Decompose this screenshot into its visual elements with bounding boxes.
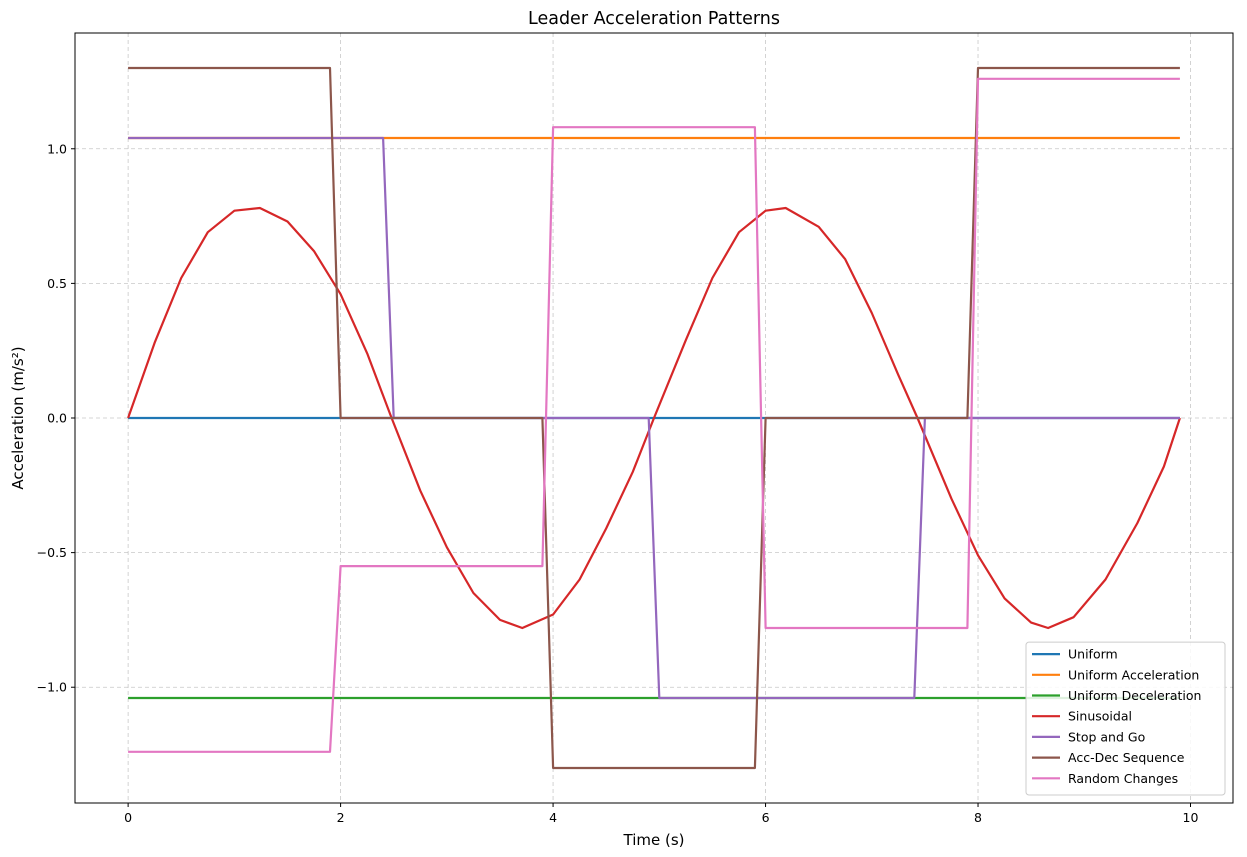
y-tick-label: −1.0	[37, 680, 67, 695]
legend-label: Random Changes	[1068, 771, 1178, 786]
series-line-6	[128, 77, 1180, 753]
legend-label: Uniform Acceleration	[1068, 667, 1199, 682]
y-tick-label: 0.0	[47, 411, 67, 426]
legend-box	[1025, 641, 1226, 796]
x-tick-label: 6	[762, 810, 770, 825]
y-tick-label: −0.5	[37, 545, 67, 560]
legend-label: Sinusoidal	[1068, 709, 1132, 724]
x-tick-label: 4	[549, 810, 557, 825]
chart-title: Leader Acceleration Patterns	[528, 9, 780, 29]
series-line-5	[128, 66, 1180, 770]
legend-label: Uniform	[1068, 647, 1118, 662]
legend-label: Stop and Go	[1068, 729, 1145, 744]
x-tick-label: 8	[974, 810, 982, 825]
x-tick-label: 2	[337, 810, 345, 825]
y-tick-label: 1.0	[47, 141, 67, 156]
legend-label: Acc-Dec Sequence	[1068, 750, 1185, 765]
legend: Uniform Uniform Acceleration Uniform Decel…	[1025, 641, 1226, 796]
series-lines	[127, 66, 1181, 770]
x-tick-label: 0	[124, 810, 132, 825]
y-tick-label: 0.5	[47, 276, 67, 291]
legend-label: Uniform Deceleration	[1068, 688, 1201, 703]
series-line-4	[128, 136, 1180, 700]
y-axis-title: Acceleration (m/s²)	[9, 346, 27, 489]
x-axis-title: Time (s)	[623, 831, 685, 849]
series-line-3	[127, 206, 1181, 630]
x-tick-label: 10	[1183, 810, 1199, 825]
axis-ticks: 0 2 4 6 8 10 −1.0 −0.5 0.0 0.5 1.0	[37, 141, 1199, 825]
